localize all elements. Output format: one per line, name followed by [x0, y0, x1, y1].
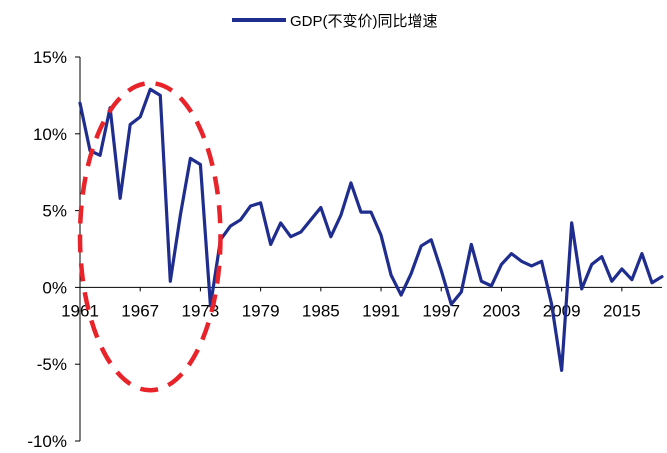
y-tick-label: -5%	[37, 355, 67, 374]
x-tick-label: 2015	[603, 301, 641, 320]
y-tick-label: 5%	[42, 202, 67, 221]
axes	[75, 56, 662, 442]
x-tick-label: 2009	[543, 301, 581, 320]
y-tick-label: 15%	[33, 48, 67, 67]
y-tick-label: -10%	[27, 432, 67, 451]
x-tick-label: 1961	[61, 301, 99, 320]
highlight-ellipse	[77, 80, 223, 393]
legend: GDP(不变价)同比增速	[232, 13, 438, 30]
y-tick-labels: 15% 10% 5% 0% -5% -10%	[27, 48, 67, 451]
x-tick-label: 1979	[242, 301, 280, 320]
x-tick-label: 1997	[422, 301, 460, 320]
annotations	[77, 80, 223, 393]
y-tick-label: 0%	[42, 278, 67, 297]
series-line-gdp-growth	[78, 87, 664, 372]
x-tick-label: 2003	[483, 301, 521, 320]
x-tick-label: 1967	[121, 301, 159, 320]
legend-label: GDP(不变价)同比增速	[290, 13, 438, 30]
y-tick-label: 10%	[33, 125, 67, 144]
x-tick-label: 1985	[302, 301, 340, 320]
series-layer	[78, 87, 664, 372]
x-tick-label: 1991	[362, 301, 400, 320]
